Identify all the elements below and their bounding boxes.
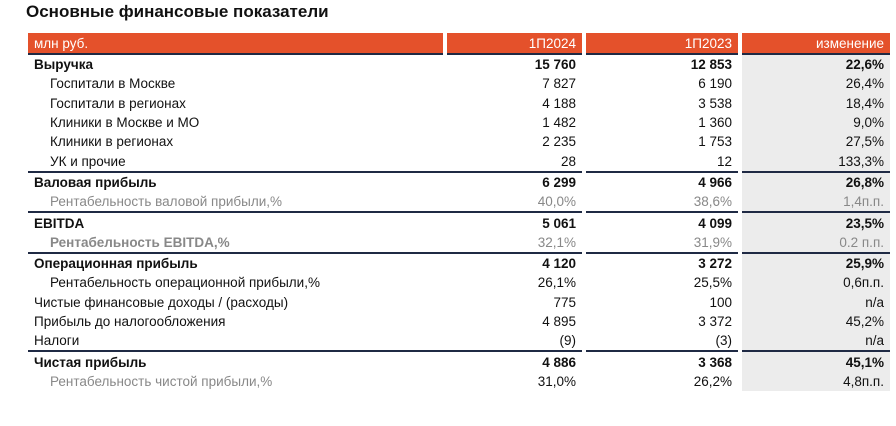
row-label: Рентабельность операционной прибыли,% bbox=[50, 275, 320, 291]
value-cell: 7 827 bbox=[542, 76, 576, 92]
value-cell: 40,0% bbox=[537, 194, 576, 210]
table-row: Операционная прибыль 4 120 3 272 25,9% bbox=[28, 251, 890, 274]
table-row: Госпитали в Москве 7 827 6 190 26,4% bbox=[28, 74, 890, 94]
row-label: УК и прочие bbox=[50, 153, 126, 169]
header-cell: изменение bbox=[738, 33, 890, 54]
value-cell: 1 360 bbox=[582, 112, 740, 133]
value-cell: 6 190 bbox=[582, 74, 740, 94]
value-cell: 23,5% bbox=[738, 211, 890, 233]
table-row: УК и прочие 28 12 133,3% bbox=[28, 151, 890, 172]
row-label: Рентабельность EBITDA,% bbox=[50, 234, 230, 250]
table-row: Рентабельность валовой прибыли,% 40,0% 38,… bbox=[28, 192, 890, 213]
table-body: Выручка 15 760 12 853 22,6% Госпитали в Моск… bbox=[28, 52, 890, 392]
table-row: EBITDA 5 061 4 099 23,5% bbox=[28, 211, 890, 233]
value-cell: 15 760 bbox=[445, 52, 584, 75]
value-cell: 26,8% bbox=[738, 170, 890, 193]
value-cell: 31,0% bbox=[537, 373, 576, 389]
row-label: Клиники в Москве и МО bbox=[50, 115, 200, 131]
header-cell: 1П2023 bbox=[582, 33, 740, 54]
value-cell: 32,1% bbox=[537, 234, 576, 250]
row-label: Госпитали в Москве bbox=[50, 76, 176, 92]
value-cell: 12 bbox=[582, 151, 740, 172]
table-row: Выручка 15 760 12 853 22,6% bbox=[28, 52, 890, 75]
row-label: Клиники в регионах bbox=[50, 134, 174, 150]
financial-table: млн руб. 1П2024 1П2023 изменение Выручка 15 … bbox=[28, 33, 890, 392]
value-cell: 3 372 bbox=[582, 311, 740, 332]
value-cell: n/a bbox=[738, 292, 890, 312]
value-cell: 45,2% bbox=[738, 311, 890, 332]
value-cell: 27,5% bbox=[738, 132, 890, 152]
value-cell: 4 120 bbox=[445, 251, 584, 274]
value-cell: 4 895 bbox=[542, 314, 576, 329]
value-cell: 1 753 bbox=[582, 132, 740, 152]
table-row: Налоги (9) (3) n/a bbox=[28, 331, 890, 352]
value-cell: 38,6% bbox=[582, 192, 740, 213]
value-cell: 4 099 bbox=[582, 211, 740, 233]
value-cell: (9) bbox=[559, 333, 577, 349]
value-cell: 18,4% bbox=[738, 93, 890, 113]
table-row: Чистая прибыль 4 886 3 368 45,1% bbox=[28, 350, 890, 372]
row-label: Налоги bbox=[34, 333, 80, 349]
header-cell: млн руб. bbox=[28, 33, 445, 54]
value-cell: 4,8п.п. bbox=[738, 371, 890, 392]
value-cell: 775 bbox=[553, 294, 576, 310]
table-row: Рентабельность операционной прибыли,% 26,… bbox=[28, 273, 890, 293]
value-cell: 45,1% bbox=[738, 350, 890, 372]
header-cell: 1П2024 bbox=[443, 33, 584, 54]
value-cell: 26,1% bbox=[537, 275, 576, 291]
table-row: Клиники в регионах 2 235 1 753 27,5% bbox=[28, 132, 890, 152]
value-cell: 26,2% bbox=[582, 371, 740, 392]
value-cell: 31,9% bbox=[582, 232, 740, 253]
value-cell: n/a bbox=[738, 331, 890, 352]
value-cell: 0,6п.п. bbox=[738, 273, 890, 293]
value-cell: 28 bbox=[560, 153, 576, 169]
row-label: Рентабельность валовой прибыли,% bbox=[50, 194, 282, 210]
row-label: Чистые финансовые доходы / (расходы) bbox=[34, 294, 289, 310]
row-label: Рентабельность чистой прибыли,% bbox=[50, 373, 273, 389]
row-label: Чистая прибыль bbox=[28, 350, 445, 372]
value-cell: 9,0% bbox=[738, 112, 890, 133]
table-row: Госпитали в регионах 4 188 3 538 18,4% bbox=[28, 93, 890, 113]
value-cell: 6 299 bbox=[445, 170, 584, 193]
value-cell: 4 886 bbox=[445, 350, 584, 372]
value-cell: 3 368 bbox=[582, 350, 740, 372]
value-cell: 0.2 п.п. bbox=[738, 232, 890, 253]
table-row: Прибыль до налогообложения 4 895 3 372 45,2… bbox=[28, 311, 890, 332]
value-cell: 3 538 bbox=[582, 93, 740, 113]
value-cell: 100 bbox=[582, 292, 740, 312]
value-cell: 1,4п.п. bbox=[738, 192, 890, 213]
value-cell: 25,9% bbox=[738, 251, 890, 274]
table-row: Клиники в Москве и МО 1 482 1 360 9,0% bbox=[28, 112, 890, 133]
value-cell: 4 966 bbox=[582, 170, 740, 193]
row-label: EBITDA bbox=[28, 211, 445, 233]
value-cell: 1 482 bbox=[542, 115, 576, 131]
value-cell: 22,6% bbox=[738, 52, 890, 75]
value-cell: 5 061 bbox=[445, 211, 584, 233]
table-row: Чистые финансовые доходы / (расходы) 775 1… bbox=[28, 292, 890, 312]
row-label: Операционная прибыль bbox=[28, 251, 445, 274]
row-label: Госпитали в регионах bbox=[50, 95, 186, 111]
table-row: Валовая прибыль 6 299 4 966 26,8% bbox=[28, 170, 890, 193]
value-cell: (3) bbox=[582, 331, 740, 352]
value-cell: 2 235 bbox=[542, 134, 576, 150]
value-cell: 26,4% bbox=[738, 74, 890, 94]
table-title: Основные финансовые показатели bbox=[26, 2, 329, 21]
row-label: Выручка bbox=[28, 52, 445, 75]
value-cell: 12 853 bbox=[582, 52, 740, 75]
value-cell: 3 272 bbox=[582, 251, 740, 274]
value-cell: 4 188 bbox=[542, 95, 576, 111]
table-row: Рентабельность чистой прибыли,% 31,0% 26,2… bbox=[28, 371, 890, 392]
row-label: Прибыль до налогообложения bbox=[34, 314, 226, 329]
row-label: Валовая прибыль bbox=[28, 170, 445, 193]
value-cell: 133,3% bbox=[738, 151, 890, 172]
value-cell: 25,5% bbox=[582, 273, 740, 293]
table-row: Рентабельность EBITDA,% 32,1% 31,9% 0.2 п.п… bbox=[28, 232, 890, 253]
header-row: млн руб. 1П2024 1П2023 изменение bbox=[28, 33, 890, 54]
